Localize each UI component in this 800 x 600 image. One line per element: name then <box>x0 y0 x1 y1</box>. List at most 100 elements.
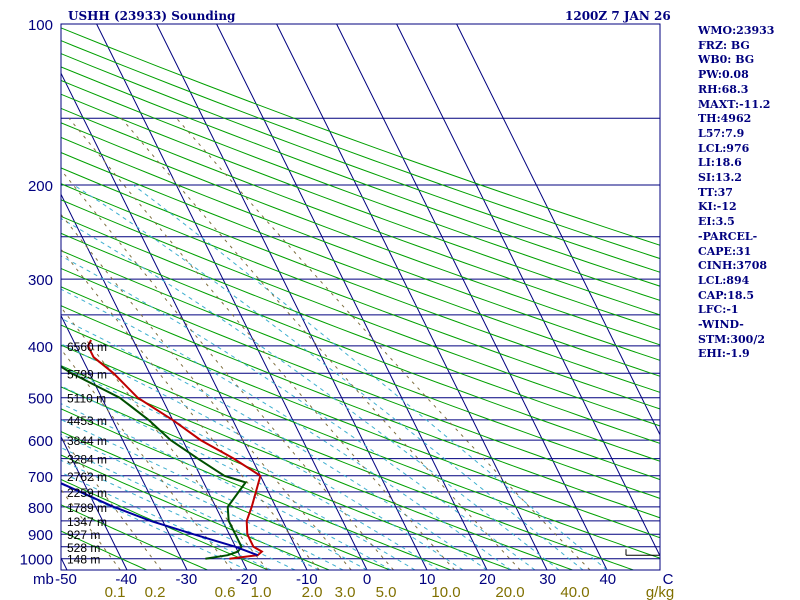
dry-adiabat <box>61 66 660 287</box>
height-label: 528 m <box>67 541 100 555</box>
stat-line: PW:0.08 <box>698 68 749 82</box>
moist-adiabat <box>61 317 488 570</box>
isotherm <box>336 24 608 570</box>
mixing-ratio-label: 2.0 <box>302 584 323 600</box>
dry-adiabat <box>61 286 660 519</box>
pressure-tick-label: 300 <box>28 272 53 289</box>
stat-line: LCL:894 <box>698 273 750 287</box>
isotherm <box>61 435 128 570</box>
dry-adiabat <box>61 40 660 260</box>
mixing-ratio-label: 40.0 <box>560 584 589 600</box>
dry-adiabat <box>61 267 660 499</box>
mixing-ratio-line <box>61 169 394 570</box>
mixing-ratio-line <box>121 117 521 570</box>
moist-adiabat <box>61 288 512 570</box>
height-label: 5799 m <box>67 367 107 381</box>
stat-line: SI:13.2 <box>698 171 742 185</box>
dry-adiabat <box>61 183 660 410</box>
mixing-ratio-label: 3.0 <box>335 584 356 600</box>
pressure-tick-label: 100 <box>28 17 53 34</box>
height-label: 3284 m <box>67 453 107 467</box>
pressure-tick-label: 700 <box>28 469 53 486</box>
mixing-ratio-label: g/kg <box>646 584 674 600</box>
temperature-tick-label: 30 <box>539 571 556 588</box>
dry-adiabat <box>61 122 660 346</box>
temperature-tick-label: -10 <box>296 571 318 588</box>
stat-line: LFC:-1 <box>698 303 739 317</box>
isotherm <box>61 314 188 570</box>
pressure-tick-label: 400 <box>28 339 53 356</box>
dry-adiabat <box>61 365 573 570</box>
stat-line: TH:4962 <box>698 112 752 126</box>
height-label: 1789 m <box>67 501 107 515</box>
sounding-time: 1200Z 7 JAN 26 <box>565 9 671 23</box>
moist-adiabat <box>61 419 368 570</box>
dry-adiabat <box>61 530 147 570</box>
isotherm <box>156 24 428 570</box>
moist-adiabat <box>61 255 536 570</box>
mixing-ratio-label: 0.6 <box>215 584 236 600</box>
pressure-tick-label: 800 <box>28 500 53 517</box>
dry-adiabat <box>61 93 660 316</box>
stat-line: -WIND- <box>698 318 744 332</box>
dry-adiabat <box>61 232 660 462</box>
pressure-tick-label: 500 <box>28 391 53 408</box>
isotherm <box>396 24 660 557</box>
stat-line: -PARCEL- <box>698 229 758 243</box>
pressure-axis-label: mb <box>33 571 54 588</box>
dry-adiabat <box>61 136 660 361</box>
mixing-ratio-line <box>68 117 455 570</box>
stat-line: LI:18.6 <box>698 156 742 170</box>
stat-line: STM:300/2 <box>698 332 765 346</box>
moist-adiabat <box>61 365 440 570</box>
mixing-ratio-label: 1.0 <box>251 584 272 600</box>
stat-line: RH:68.3 <box>698 82 749 96</box>
mixing-ratio-label: 20.0 <box>495 584 524 600</box>
stat-line: MAXT:-11.2 <box>698 97 771 111</box>
mixing-ratio-line <box>176 117 591 570</box>
stat-line: WMO:23933 <box>698 24 775 37</box>
temperature-tick-label: 10 <box>419 571 436 588</box>
stat-line: TT:37 <box>698 185 733 199</box>
moist-adiabat <box>61 483 248 570</box>
mixing-ratio-line <box>61 213 352 570</box>
temperature-tick-label: -40 <box>115 571 137 588</box>
stat-line: CAP:18.5 <box>698 288 755 302</box>
height-label: 1347 m <box>67 515 107 529</box>
dry-adiabat <box>61 79 660 301</box>
mixing-ratio-label: 0.2 <box>145 584 166 600</box>
height-label: 5110 m <box>67 392 106 406</box>
temperature-tick-label: C <box>663 571 674 588</box>
dry-adiabat <box>61 167 660 393</box>
temperature-tick-label: 20 <box>479 571 496 588</box>
isotherm <box>276 24 548 570</box>
mixing-ratio-label: 10.0 <box>431 584 460 600</box>
temperature-tick-label: 40 <box>599 571 616 588</box>
height-label: 148 m <box>67 553 100 567</box>
dry-adiabat <box>61 305 660 539</box>
moist-adiabat <box>61 433 344 570</box>
height-label: 2762 m <box>67 470 107 484</box>
height-label: 3844 m <box>67 434 107 448</box>
stat-line: FRZ: BG <box>698 38 750 52</box>
plot-frame <box>60 23 661 571</box>
sounding-title: USHH (23933) Sounding <box>68 9 236 23</box>
temperature-tick-label: 0 <box>363 571 371 588</box>
dry-adiabat <box>61 107 660 331</box>
height-label: 927 m <box>67 528 100 542</box>
dry-adiabat <box>61 408 452 570</box>
moist-adiabat <box>73 184 584 570</box>
pressure-tick-label: 600 <box>28 433 53 450</box>
temperature-line <box>86 339 264 560</box>
pressure-tick-label: 900 <box>28 527 53 544</box>
pressure-tick-label: 1000 <box>20 552 53 569</box>
dry-adiabat <box>61 478 269 570</box>
stat-line: EI:3.5 <box>698 215 735 229</box>
pressure-tick-label: 200 <box>28 178 53 195</box>
stat-line: L57:7.9 <box>698 126 745 140</box>
height-label: 4453 m <box>67 414 107 428</box>
dry-adiabat <box>61 504 208 570</box>
dry-adiabat <box>61 250 660 481</box>
moist-adiabat <box>61 385 416 570</box>
